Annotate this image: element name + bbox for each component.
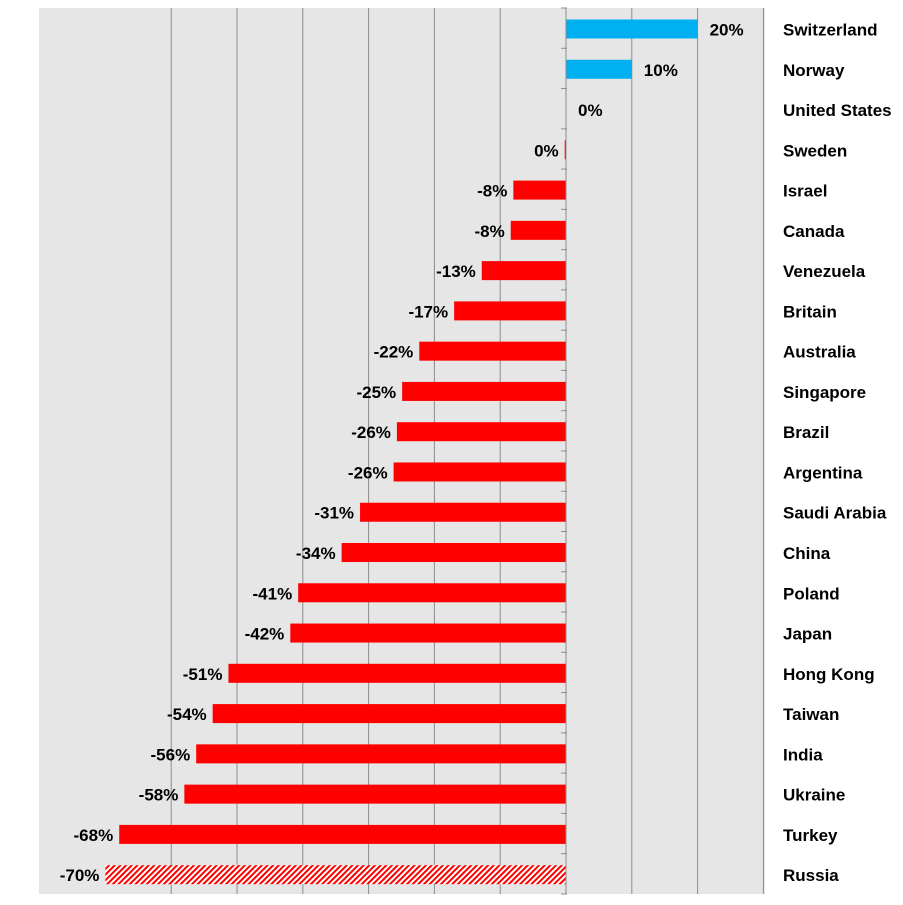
bar-saudi-arabia	[360, 502, 566, 522]
category-label: Israel	[783, 182, 827, 201]
data-label: -54%	[167, 705, 207, 724]
data-label: -41%	[253, 584, 293, 603]
bar-taiwan	[212, 704, 567, 724]
category-label: Japan	[783, 625, 832, 644]
data-label: -8%	[474, 222, 504, 241]
category-label: Switzerland	[783, 21, 877, 40]
category-label: Australia	[783, 343, 856, 362]
bar-venezuela	[481, 261, 566, 281]
category-label: Saudi Arabia	[783, 504, 887, 523]
data-label: -42%	[245, 625, 285, 644]
data-label: 10%	[644, 61, 678, 80]
category-label: China	[783, 544, 831, 563]
bar-switzerland	[566, 19, 698, 39]
bar-singapore	[402, 381, 566, 401]
category-label: Taiwan	[783, 705, 839, 724]
category-label: Russia	[783, 866, 839, 885]
bar-argentina	[393, 462, 566, 482]
data-label: -51%	[183, 665, 223, 684]
bar-australia	[419, 341, 566, 361]
value-zero-axis	[561, 7, 567, 895]
category-label: Sweden	[783, 141, 847, 160]
category-label: Britain	[783, 302, 837, 321]
bar-india	[196, 744, 567, 764]
bar-hong-kong	[228, 663, 567, 683]
data-label: -8%	[477, 182, 507, 201]
data-label: -26%	[348, 463, 388, 482]
data-label: -58%	[139, 786, 179, 805]
bar-poland	[298, 583, 566, 603]
bar-israel	[513, 180, 566, 200]
data-label: 20%	[710, 21, 744, 40]
category-labels: Switzerland Norway United States Sweden Isra…	[783, 21, 892, 886]
category-label: Venezuela	[783, 262, 866, 281]
bar-brazil	[396, 422, 566, 442]
data-label: -25%	[356, 383, 396, 402]
data-label: 0%	[534, 141, 559, 160]
category-label: Poland	[783, 584, 840, 603]
bar-russia	[105, 865, 567, 885]
gridlines	[170, 8, 764, 894]
category-label: Ukraine	[783, 786, 845, 805]
data-label: -31%	[314, 504, 354, 523]
data-label: -34%	[296, 544, 336, 563]
data-labels: 20% 10% 0% 0% -8% -8% -13% -17% -22% -25% -26% -26%…	[60, 21, 744, 886]
bars	[105, 19, 698, 885]
category-label: India	[783, 745, 823, 764]
data-label: -17%	[408, 302, 448, 321]
category-label: Hong Kong	[783, 665, 875, 684]
data-label: -70%	[60, 866, 100, 885]
data-label: -68%	[74, 826, 114, 845]
bar-turkey	[119, 824, 566, 844]
bar-britain	[454, 301, 566, 321]
bar-sweden	[564, 140, 567, 160]
category-label: Singapore	[783, 383, 866, 402]
bar-china	[341, 543, 566, 563]
data-label: -13%	[436, 262, 476, 281]
data-label: -22%	[374, 343, 414, 362]
category-label: Canada	[783, 222, 845, 241]
category-label: United States	[783, 101, 892, 120]
category-label: Norway	[783, 61, 845, 80]
category-label: Turkey	[783, 826, 838, 845]
data-label: -56%	[151, 745, 191, 764]
data-label: -26%	[351, 423, 391, 442]
bar-ukraine	[184, 784, 567, 804]
data-label: 0%	[578, 101, 603, 120]
bar-norway	[566, 59, 632, 79]
category-label: Argentina	[783, 463, 863, 482]
bar-japan	[290, 623, 566, 643]
category-label: Brazil	[783, 423, 829, 442]
bar-canada	[510, 220, 566, 240]
